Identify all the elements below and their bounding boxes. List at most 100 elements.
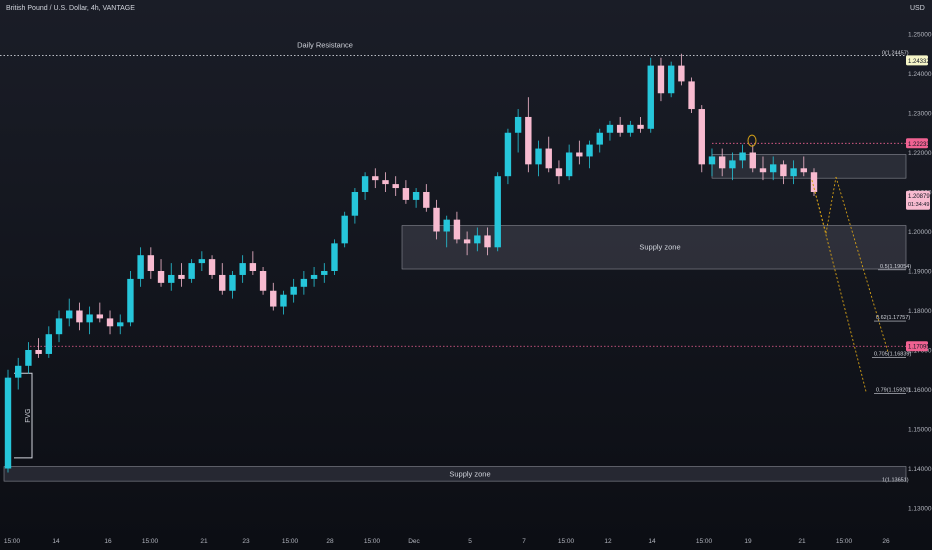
- price-tag-label: 1.22233: [908, 142, 930, 148]
- y-tick-label: 1.18000: [908, 308, 932, 315]
- candle-bullish: [361, 172, 369, 200]
- candle-bearish: [372, 168, 379, 189]
- candle-bullish: [280, 290, 287, 315]
- candle-bullish: [586, 140, 593, 169]
- fib-level-label: 0.79(1.15920): [876, 388, 910, 394]
- x-tick-label: 14: [648, 538, 656, 545]
- candle-bullish: [290, 278, 297, 303]
- candle-body: [749, 152, 756, 169]
- candle-bearish: [219, 263, 226, 295]
- y-tick-label: 1.15000: [908, 427, 932, 434]
- y-tick-label: 1.20000: [908, 229, 932, 236]
- candle-bullish: [117, 314, 124, 335]
- candle-body: [718, 156, 726, 169]
- candle-body: [15, 365, 22, 378]
- candle-bullish: [351, 188, 359, 224]
- candle-bearish: [780, 160, 787, 185]
- candle-body: [96, 314, 104, 319]
- candle-body: [739, 152, 746, 161]
- x-tick-label: 15:00: [558, 538, 575, 545]
- candle-body: [137, 255, 144, 279]
- fib-projection-line: [835, 176, 889, 353]
- candle-body: [657, 65, 665, 94]
- candle-body: [494, 176, 501, 248]
- candle-body: [208, 259, 216, 275]
- candle-body: [188, 263, 195, 279]
- candle-bullish: [239, 255, 246, 283]
- candle-body: [596, 132, 603, 145]
- supply-zone-lower: [3, 466, 907, 482]
- candle-bearish: [259, 267, 267, 295]
- candle-body: [310, 274, 318, 279]
- candle-body: [321, 271, 328, 275]
- candle-bearish: [35, 338, 42, 358]
- candle-body: [147, 255, 155, 271]
- countdown-label: 01:34:49: [908, 202, 929, 208]
- highlight-circle: [747, 134, 757, 147]
- candle-bearish: [555, 160, 563, 185]
- candle-body: [239, 263, 246, 275]
- candle-body: [514, 116, 522, 133]
- candle-body: [86, 314, 93, 323]
- candle-body: [331, 243, 338, 271]
- levels-layer: [0, 55, 906, 347]
- candle-bearish: [576, 140, 583, 165]
- fib-projection-layer: [811, 176, 906, 394]
- candle-body: [463, 239, 471, 244]
- candle-body: [616, 124, 624, 133]
- candle-bullish: [596, 128, 603, 153]
- candle-bullish: [667, 61, 675, 98]
- x-tick-label: 15:00: [4, 538, 21, 545]
- y-tick-label: 1.14000: [908, 466, 932, 473]
- candle-body: [402, 188, 410, 200]
- x-tick-label: 15:00: [836, 538, 853, 545]
- candle-bearish: [463, 231, 471, 256]
- candle-body: [535, 148, 542, 165]
- candle-body: [300, 278, 308, 287]
- candle-body: [372, 176, 379, 181]
- candle-body: [484, 235, 491, 248]
- currency-label: USD: [910, 5, 925, 12]
- candle-bearish: [525, 97, 532, 173]
- candle-body: [341, 215, 348, 244]
- candle-bullish: [55, 310, 63, 343]
- candle-body: [667, 65, 675, 94]
- candle-body: [249, 263, 257, 271]
- candle-bearish: [810, 168, 818, 196]
- fvg-label: FVG: [25, 408, 32, 422]
- x-tick-label: Dec: [408, 538, 420, 545]
- candle-bearish: [800, 156, 807, 177]
- y-tick-label: 1.16000: [908, 387, 932, 394]
- candle-bearish: [423, 184, 430, 212]
- candle-body: [637, 124, 644, 129]
- annotation-labels: Supply zone Supply zone FVG Daily Resistanc…: [25, 40, 911, 483]
- y-tick-label: 1.23000: [908, 111, 932, 118]
- candle-bullish: [708, 148, 716, 177]
- candle-body: [565, 152, 573, 177]
- candle-bullish: [229, 271, 236, 299]
- x-tick-label: 7: [522, 538, 526, 545]
- candle-body: [4, 377, 12, 469]
- candle-body: [453, 219, 461, 240]
- candle-bullish: [188, 259, 195, 283]
- x-tick-label: 12: [604, 538, 612, 545]
- candle-body: [790, 168, 797, 177]
- candle-body: [45, 334, 53, 354]
- x-tick-label: 23: [242, 538, 250, 545]
- candle-bullish: [4, 369, 12, 473]
- supply-zone-upper-label: Supply zone: [639, 242, 680, 251]
- symbol-title[interactable]: British Pound / U.S. Dollar, 4h, VANTAGE: [6, 5, 135, 12]
- candle-bearish: [616, 116, 624, 137]
- candle-bearish: [392, 176, 399, 196]
- zones-layer: [3, 154, 907, 482]
- candle-body: [698, 109, 705, 165]
- y-tick-label: 1.25000: [908, 32, 932, 39]
- price-tag-label: 1.24332: [908, 59, 930, 65]
- candle-body: [678, 65, 685, 82]
- candle-bullish: [310, 267, 318, 287]
- candle-body: [76, 310, 83, 323]
- candle-bearish: [402, 180, 410, 204]
- candle-body: [647, 65, 654, 129]
